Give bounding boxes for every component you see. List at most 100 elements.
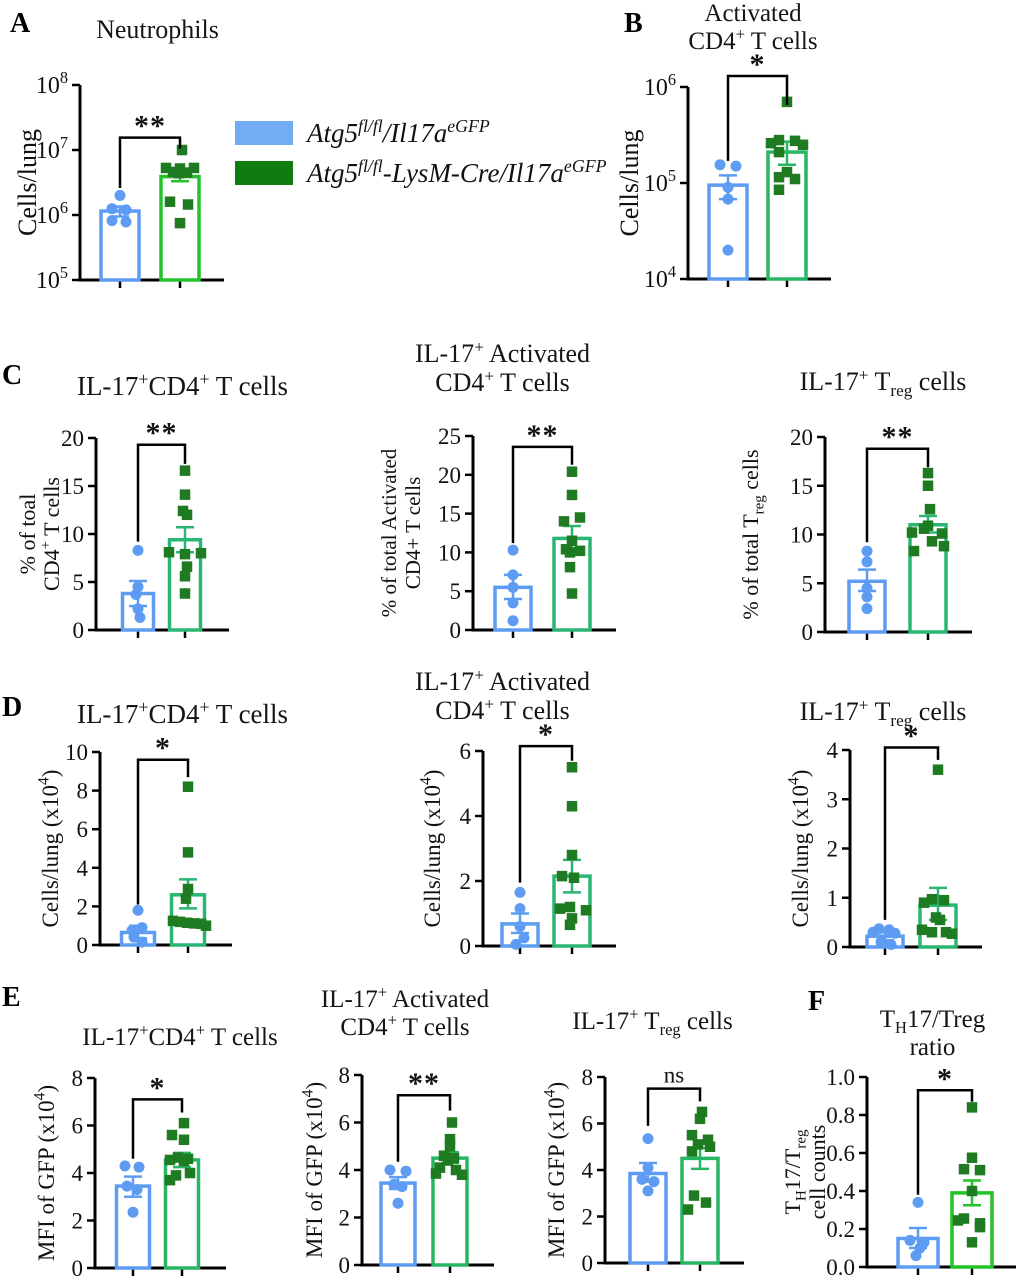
data-point — [781, 166, 793, 178]
y-tick-label: 4 — [460, 804, 472, 829]
y-tick-label: 106 — [644, 70, 676, 101]
y-axis-label: Cells/lung (x104) — [417, 770, 445, 928]
y-axis-label: CD4+ T cells — [38, 477, 64, 591]
data-point — [861, 545, 873, 557]
data-point — [178, 1155, 190, 1167]
data-point — [181, 167, 193, 178]
y-tick-label: 0.2 — [826, 1217, 855, 1242]
y-tick-label: 2 — [72, 1209, 84, 1234]
data-point — [714, 159, 726, 171]
data-point — [702, 1134, 714, 1146]
data-point — [400, 1165, 412, 1177]
title-line: CD4+ T cells — [688, 24, 818, 55]
chart-d3-il17-treg-counts: 0 1 2 3 4 Cells/lung (x104) * — [785, 720, 982, 960]
data-point — [966, 1185, 978, 1197]
title-line: IL-17+ Treg cells — [799, 695, 967, 731]
y-tick-label: 4 — [827, 738, 839, 763]
data-point — [184, 1167, 196, 1179]
y-axis-label: % of toal — [15, 494, 40, 575]
data-point — [136, 922, 148, 934]
y-axis-label: % of total Activated — [377, 448, 401, 617]
y-tick-label: 8 — [77, 779, 89, 804]
y-tick-label: 5 — [802, 571, 814, 596]
title-e1: IL-17+CD4+ T cells — [20, 1020, 340, 1052]
data-point — [444, 1133, 456, 1145]
bar-control — [379, 1181, 417, 1267]
data-point — [564, 919, 576, 931]
significance-bracket — [118, 136, 182, 189]
y-tick-label: 108 — [36, 68, 68, 99]
data-point — [128, 931, 140, 943]
panel-letter-f: F — [808, 986, 826, 1017]
data-point — [514, 903, 526, 915]
significance-label: * — [937, 1062, 953, 1095]
significance-bracket — [511, 445, 574, 544]
y-tick-label: 6 — [460, 739, 472, 764]
data-point — [160, 162, 172, 174]
significance-bracket — [883, 746, 940, 920]
y-tick-label: 104 — [644, 262, 676, 293]
data-point — [127, 1206, 139, 1218]
title-line: IL-17+ Treg cells — [572, 1004, 733, 1039]
y-tick-label: 0.6 — [826, 1141, 855, 1166]
data-point — [940, 926, 952, 938]
title-line: TH17/Treg — [879, 1006, 986, 1037]
title-line: Activated — [704, 0, 802, 27]
y-tick-label: 0 — [73, 618, 85, 643]
data-point — [566, 762, 578, 773]
significance-bracket — [865, 447, 930, 543]
data-point — [182, 199, 194, 210]
y-tick-label: 107 — [36, 133, 68, 164]
data-point — [797, 139, 809, 151]
data-point — [507, 615, 519, 627]
data-point — [682, 1204, 694, 1215]
data-point — [918, 523, 930, 534]
y-tick-label: 3 — [827, 787, 839, 812]
data-point — [773, 134, 785, 146]
significance-bracket — [518, 744, 574, 883]
legend-swatch-blue — [235, 121, 293, 145]
legend-item-knockout: Atg5fl/fl-LysM-Cre/Il17aeGFP — [235, 156, 606, 190]
significance-bracket — [396, 1093, 452, 1162]
data-point — [164, 1174, 176, 1186]
y-tick-label: 0 — [460, 934, 472, 959]
legend-label-knockout: Atg5fl/fl-LysM-Cre/Il17aeGFP — [307, 155, 607, 188]
data-point — [696, 1106, 708, 1118]
y-tick-label: 10 — [790, 523, 813, 548]
data-point — [554, 903, 566, 914]
y-tick-label: 8 — [339, 1063, 351, 1088]
y-axis-label: Cells/lung — [13, 129, 42, 236]
significance-label: * — [904, 720, 920, 753]
significance-label: * — [150, 1071, 166, 1104]
y-tick-label: 8 — [582, 1065, 594, 1090]
data-point — [974, 1221, 986, 1233]
title-activated-cd4: Activated CD4+ T cells — [618, 0, 888, 55]
title-c1: IL-17+CD4+ T cells — [15, 370, 350, 402]
y-axis-label: MFI of GFP (x104) — [541, 1082, 569, 1258]
data-point — [133, 1161, 145, 1173]
title-line: IL-17+CD4+ T cells — [82, 1020, 278, 1051]
title-d2: IL-17+ Activated CD4+ T cells — [355, 666, 650, 725]
data-point — [867, 926, 879, 938]
data-point — [167, 166, 179, 178]
y-tick-label: 0 — [450, 618, 462, 643]
y-tick-label: 1 — [827, 886, 839, 911]
y-tick-label: 0 — [339, 1253, 351, 1278]
significance-label: ** — [134, 110, 166, 143]
y-tick-label: 4 — [72, 1161, 84, 1186]
title-f: TH17/Treg ratio — [845, 1006, 1020, 1061]
data-point — [861, 591, 873, 603]
y-tick-label: 10 — [61, 522, 84, 547]
data-point — [121, 1180, 133, 1192]
chart-c1-il17-cd4-pct: 0 5 10 15 20 % of toal CD4+ T cells ** — [15, 417, 229, 643]
data-point — [518, 932, 530, 944]
title-line: CD4+ T cells — [435, 693, 570, 725]
y-tick-label: 8 — [72, 1066, 84, 1091]
y-tick-label: 2 — [827, 837, 839, 862]
data-point — [173, 167, 185, 179]
data-point — [106, 215, 118, 227]
data-point — [568, 872, 580, 883]
significance-label: ** — [882, 421, 914, 454]
significance-label: ** — [527, 419, 559, 452]
